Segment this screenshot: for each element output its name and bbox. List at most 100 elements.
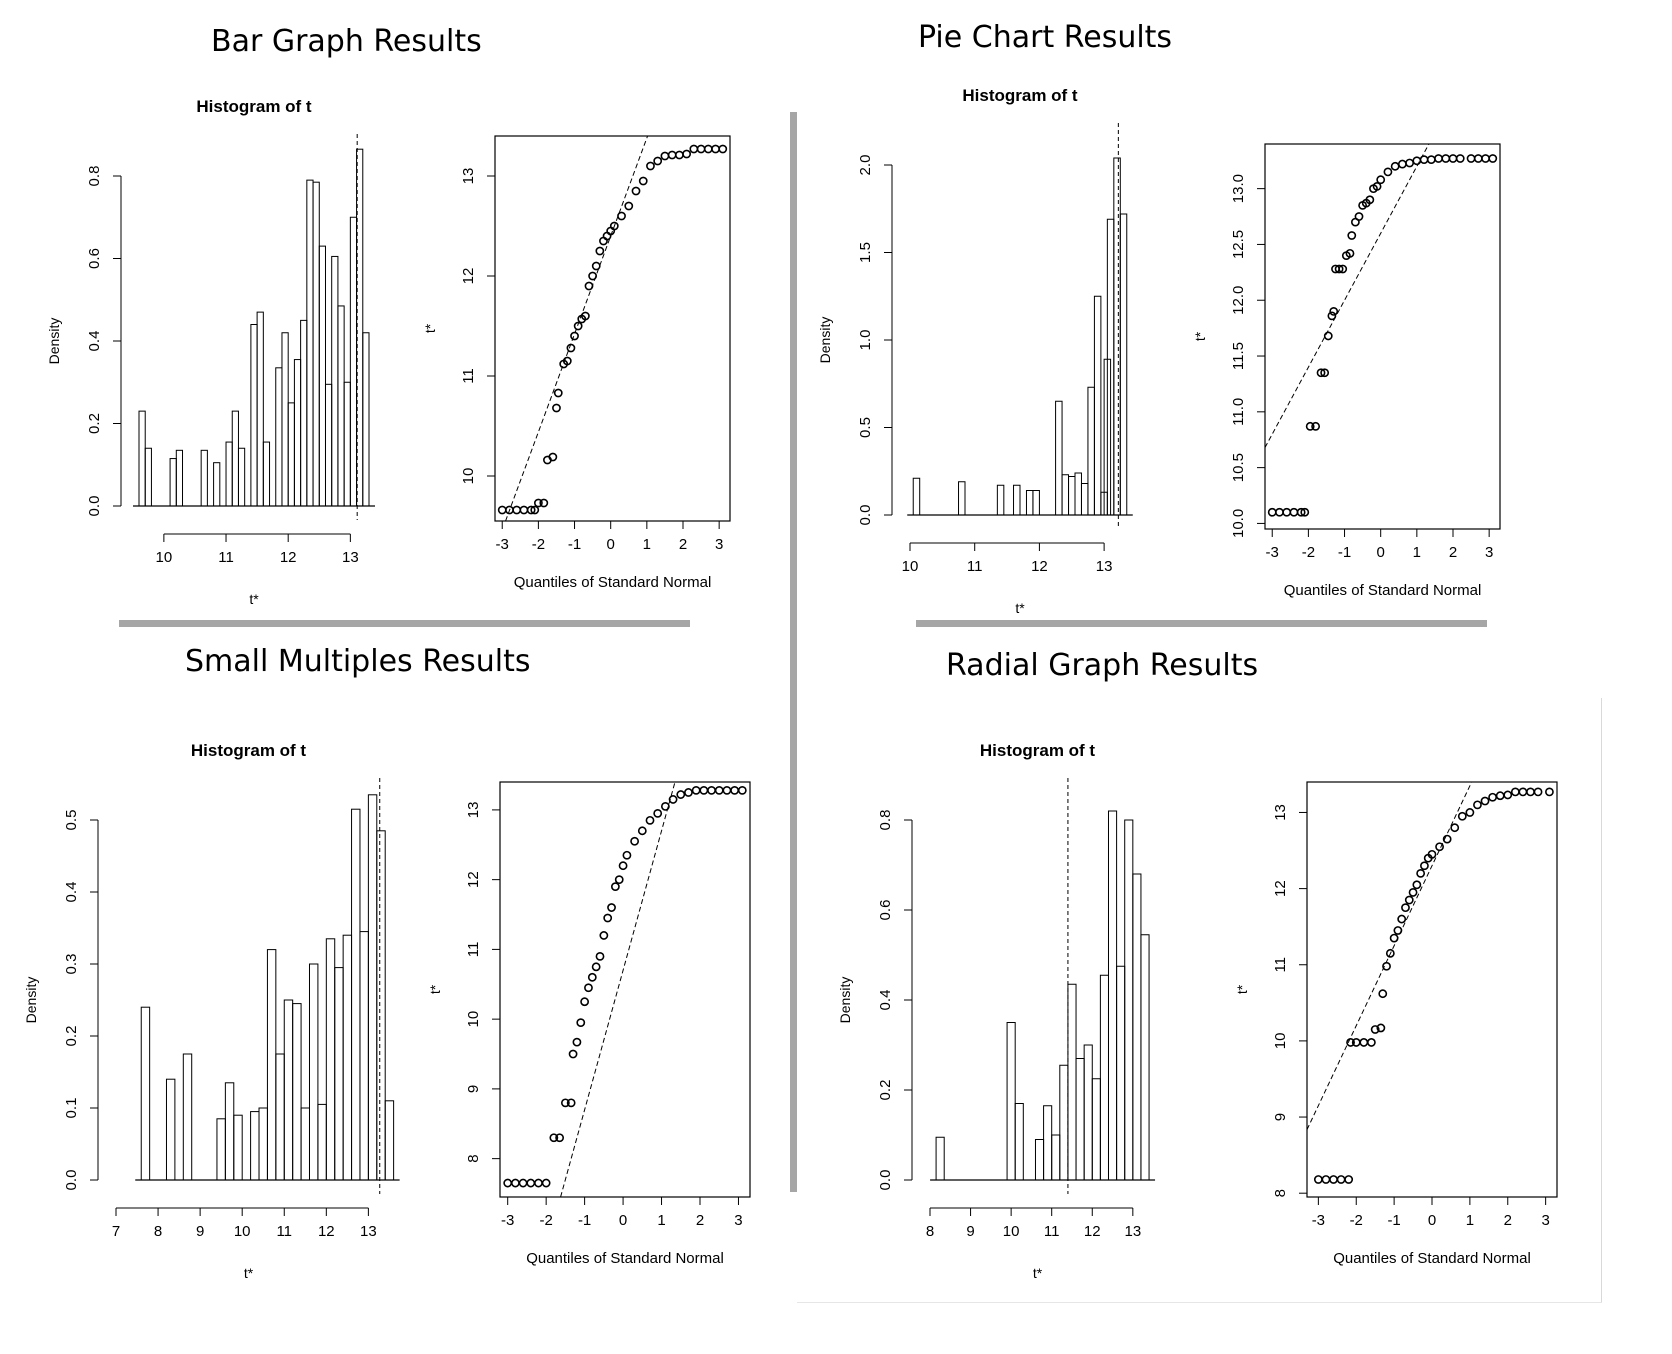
histogram-bar	[256, 311, 264, 507]
x-axis-label: Quantiles of Standard Normal	[1284, 582, 1482, 599]
qq-point	[1473, 154, 1483, 163]
histogram-bar	[225, 441, 233, 507]
qq-point	[1296, 507, 1306, 517]
histogram-panel-small-multiples: Histogram of t 7 8 9 10 11 12 13 t* 0.0 0.1 0.2 0.3 0…	[23, 728, 400, 1288]
histogram-bar	[216, 1118, 226, 1181]
qq-point	[549, 1133, 559, 1143]
qq-point	[668, 795, 678, 804]
histogram-panel-bar-graph: Histogram of t 10 11 12 13 t* 0.0 0.2 0.4 0.6 0.8 D…	[46, 82, 395, 607]
histogram-bar	[1080, 483, 1089, 516]
panel-title-bar-graph: Bar Graph Results	[211, 24, 482, 59]
y-tick-label: 10.5	[1230, 453, 1247, 482]
qq-point	[1336, 1175, 1346, 1184]
qq-point	[576, 1018, 586, 1028]
x-tick-label: -2	[532, 536, 545, 553]
qq-point	[1334, 264, 1344, 274]
qq-point	[560, 1098, 570, 1108]
qq-point	[1329, 306, 1339, 316]
histogram-title: Histogram of t	[191, 741, 307, 760]
qq-point	[610, 882, 620, 892]
qq-point	[1441, 154, 1451, 163]
histogram-bar	[287, 402, 295, 507]
qq-point	[555, 1133, 565, 1143]
histogram-bar	[317, 1103, 327, 1181]
qq-point	[1382, 961, 1391, 971]
y-tick-label: 0.2	[877, 1080, 894, 1101]
x-tick-label: 12	[318, 1223, 335, 1240]
divider-vertical	[790, 112, 797, 1192]
qq-point	[1455, 154, 1465, 163]
qq-point	[553, 388, 563, 398]
histogram-bar	[912, 477, 921, 516]
histogram-bar	[1083, 1044, 1093, 1181]
y-tick-label: 0.4	[86, 331, 103, 352]
histogram-bar	[312, 181, 320, 507]
qq-point	[1370, 1025, 1380, 1034]
qq-point	[595, 951, 605, 961]
x-tick-label: -3	[1312, 1212, 1325, 1229]
histogram-bar	[275, 1053, 285, 1181]
histogram-bar	[1014, 1103, 1024, 1181]
histogram-radial-graph: Histogram of t 8 9 10 11 12 13 t* 0.0 0.2 0.4 0.6 0.…	[837, 741, 1156, 1281]
panel-title-radial-graph: Radial Graph Results	[946, 648, 1259, 683]
qq-point	[1450, 823, 1460, 833]
qq-point	[519, 505, 529, 515]
y-tick-label: 12.0	[1230, 286, 1247, 315]
x-axis-label: Quantiles of Standard Normal	[526, 1250, 724, 1267]
qq-point	[595, 246, 605, 256]
histogram-bar	[1034, 1139, 1045, 1181]
histogram-bar	[1087, 386, 1095, 516]
qq-point	[1289, 507, 1299, 517]
qq-point	[730, 785, 740, 795]
qq-point	[624, 201, 634, 211]
histogram-bar	[351, 808, 361, 1181]
x-tick-label: 8	[926, 1223, 934, 1240]
histogram-bar	[200, 449, 208, 507]
histogram-bar	[362, 332, 370, 507]
qq-point	[580, 311, 590, 321]
qq-point	[591, 261, 601, 271]
histogram-bar	[1061, 474, 1070, 516]
qq-point	[552, 403, 561, 413]
histogram-bar	[293, 359, 302, 507]
qq-point	[614, 875, 624, 885]
qq-point	[1545, 787, 1554, 797]
qq-point	[1416, 868, 1426, 878]
histogram-bar	[1025, 490, 1034, 516]
histogram-bar	[1093, 295, 1102, 516]
histogram-bar	[165, 1078, 176, 1181]
qq-plot-pie-chart: -3 -2 -1 0 1 2 3 Quantiles of Standard Normal 10…	[1192, 143, 1501, 599]
histogram-bar	[1113, 157, 1121, 516]
histogram-bar	[1075, 1058, 1085, 1181]
histogram-bar	[1051, 1134, 1061, 1181]
qq-point	[518, 1178, 528, 1188]
histogram-bar	[318, 245, 326, 507]
qq-point	[1366, 1038, 1376, 1047]
qq-point	[618, 861, 628, 871]
qq-point	[1365, 195, 1375, 205]
histogram-bar	[324, 383, 333, 507]
qq-point	[1466, 154, 1476, 163]
qq-point	[572, 1037, 582, 1047]
qq-point	[1473, 800, 1482, 810]
histogram-bar	[331, 255, 339, 507]
qq-point	[1427, 849, 1437, 859]
qq-point	[1344, 1175, 1354, 1184]
qq-point	[1354, 212, 1364, 221]
qq-point	[1338, 264, 1348, 274]
qq-point	[591, 962, 601, 972]
qq-point	[580, 997, 590, 1007]
x-tick-label: 3	[1485, 544, 1493, 561]
x-tick-label: -2	[539, 1212, 552, 1229]
y-axis-label: t*	[1192, 331, 1208, 341]
x-tick-label: 2	[696, 1212, 704, 1229]
y-tick-label: 13	[460, 168, 477, 185]
x-tick-label: 10	[902, 558, 919, 575]
histogram-bar	[359, 931, 369, 1181]
histogram-bar	[384, 1100, 395, 1181]
histogram-bar	[250, 1111, 260, 1181]
y-tick-label: 11	[1272, 957, 1289, 973]
histogram-small-multiples: Histogram of t 7 8 9 10 11 12 13 t* 0.0 0.1 0.2 0.3 0…	[23, 741, 400, 1281]
